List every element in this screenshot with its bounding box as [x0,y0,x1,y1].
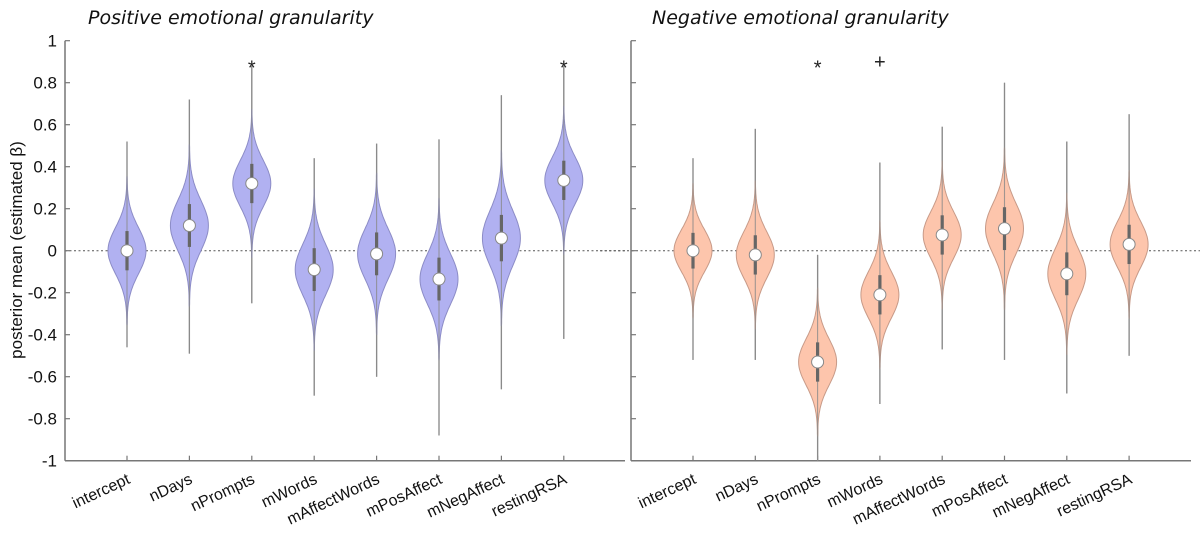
y-tick-label: -0.2 [28,284,57,303]
y-tick-label: 0.6 [33,116,57,135]
violin-mean-point [998,222,1011,236]
x-tick-label: intercept [636,471,699,513]
y-tick-label: -0.6 [28,368,57,387]
violin-mean-point [873,288,887,302]
panel-title-positive: Positive emotional granularity [88,7,374,29]
x-tick-label: intercept [70,471,133,513]
violin-mean-point [494,231,508,245]
violin-mean-point [557,173,571,187]
x-tick-label: nPrompts [188,471,257,515]
violin-mean-point [935,228,949,242]
violin-mean-point [686,244,700,258]
panel-title-negative: Negative emotional granularity [652,7,950,29]
y-tick-label: 0.4 [33,158,57,177]
violin-mean-point [432,272,446,286]
significance-plus-marker: + [874,52,886,74]
y-tick-label: 0.2 [33,200,57,219]
y-tick-label: 0.8 [33,74,57,93]
violin-mean-point [1122,237,1136,251]
violin-mean-point [182,219,196,232]
y-tick-label: -0.8 [28,410,57,429]
violin-mean-point [811,355,825,369]
panel-positive: 1 0.8 0.6 0.4 0.2 0 -0.2 -0.4 -0.6 -0.8 -1 intercep… [28,32,625,529]
x-tick-label: nPrompts [754,471,823,515]
violin-mean-point [370,247,384,261]
violin-mean-point [1060,267,1074,281]
significance-asterisk-marker: * [560,58,568,80]
significance-asterisk-marker: * [248,58,256,80]
violin-mean-point [307,263,321,277]
y-axis-label: posterior mean (estimated β) [7,141,26,359]
violin-mean-point [120,244,134,258]
y-tick-label: 0 [48,242,57,261]
y-tick-label: 1 [48,32,57,51]
violin-mean-point [748,248,762,262]
violin-mean-point [245,177,259,190]
y-tick-label: -1 [42,452,57,471]
significance-asterisk-marker: * [814,58,822,80]
y-tick-label: -0.4 [28,326,57,345]
